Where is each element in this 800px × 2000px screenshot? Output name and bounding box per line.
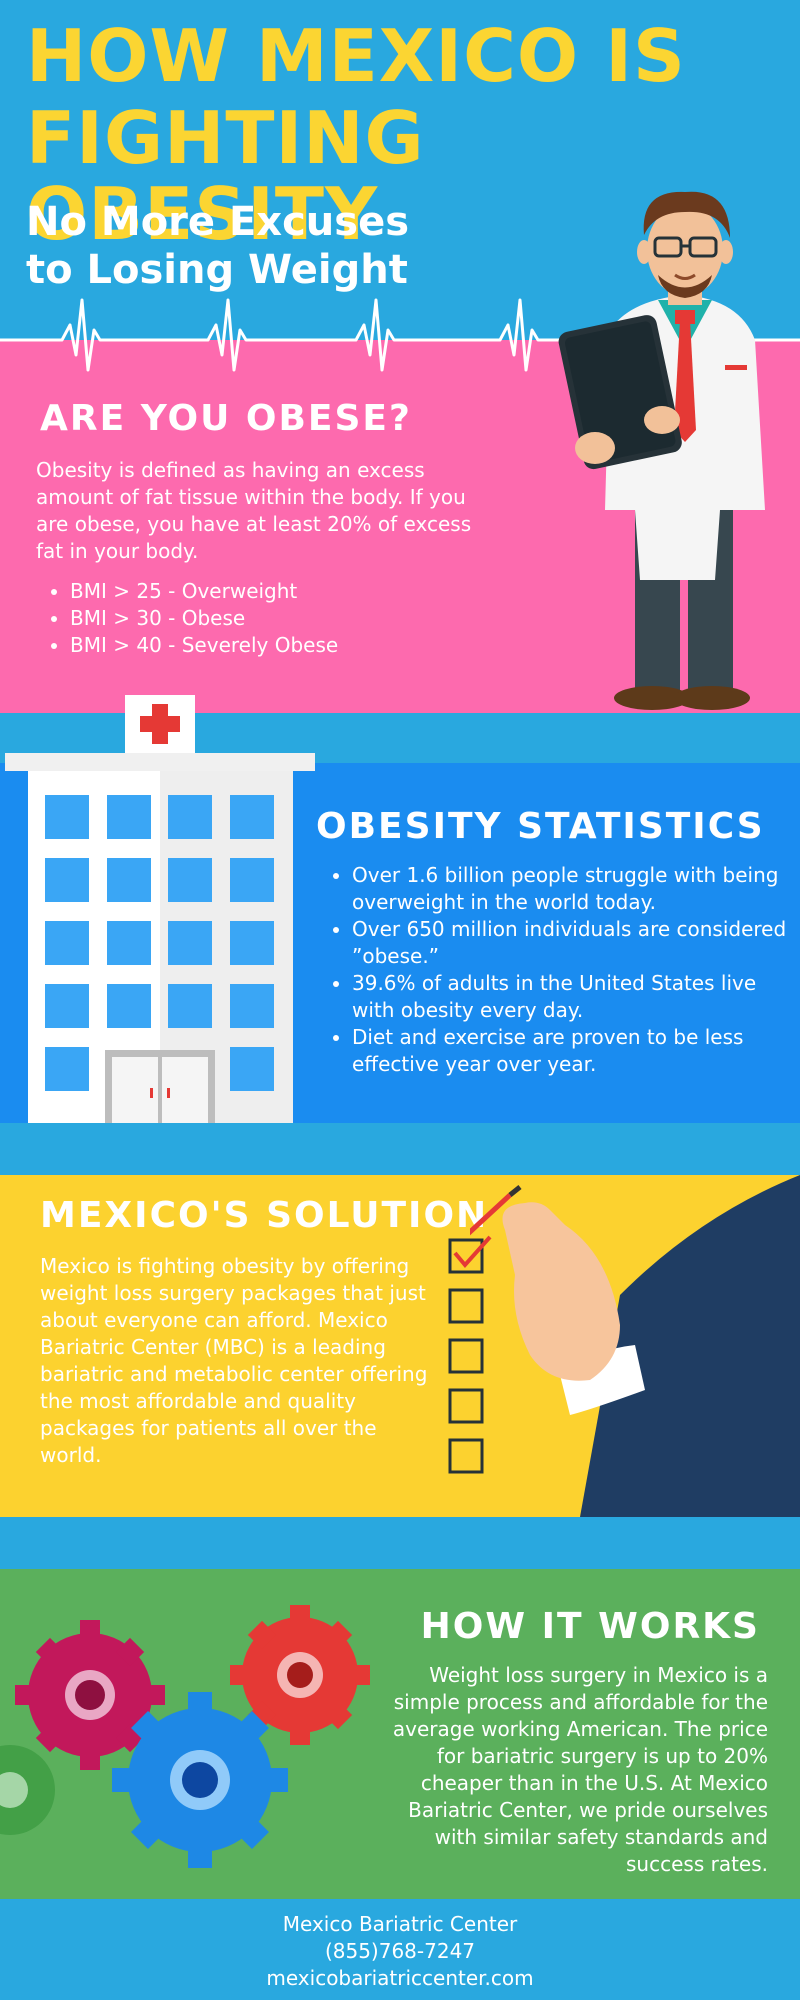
subtitle-line-1: No More Excuses (26, 199, 410, 245)
footer-website[interactable]: mexicobariatriccenter.com (266, 1966, 534, 1990)
footer-name: Mexico Bariatric Center (282, 1912, 518, 1936)
list-item: BMI > 25 - Overweight (70, 578, 490, 605)
footer (0, 1899, 800, 2000)
bmi-list: BMI > 25 - Overweight BMI > 30 - Obese B… (38, 578, 490, 659)
obese-paragraph: Obesity is defined as having an excess a… (36, 458, 472, 563)
list-item: Diet and exercise are proven to be less … (352, 1024, 800, 1078)
stats-title: OBESITY STATISTICS (316, 806, 765, 847)
heartbeat-icon (0, 298, 800, 372)
title-line-2: FIGHTING OBESITY (26, 96, 425, 256)
stats-list: Over 1.6 billion people struggle with be… (320, 862, 800, 1078)
works-title: HOW IT WORKS (420, 1606, 760, 1647)
list-item: 39.6% of adults in the United States liv… (352, 970, 800, 1024)
gears-icon (0, 1605, 370, 1868)
footer-phone: (855)768-7247 (324, 1939, 476, 1963)
solution-title: MEXICO'S SOLUTION (40, 1195, 489, 1236)
divider-band (0, 1123, 800, 1175)
title-line-1: HOW MEXICO IS (26, 14, 686, 98)
divider-band (0, 1517, 800, 1569)
works-paragraph: Weight loss surgery in Mexico is a simpl… (392, 1663, 768, 1876)
hospital-icon (5, 695, 315, 1125)
checklist-icon (448, 1235, 492, 1474)
hand-icon (470, 1175, 800, 1517)
list-item: Over 650 million individuals are conside… (352, 916, 800, 970)
obese-title: ARE YOU OBESE? (40, 398, 412, 439)
doctor-icon (558, 191, 765, 710)
list-item: BMI > 40 - Severely Obese (70, 632, 490, 659)
list-item: Over 1.6 billion people struggle with be… (352, 862, 800, 916)
subtitle-line-2: to Losing Weight (26, 247, 408, 293)
list-item: BMI > 30 - Obese (70, 605, 490, 632)
solution-paragraph: Mexico is fighting obesity by offering w… (40, 1254, 428, 1467)
